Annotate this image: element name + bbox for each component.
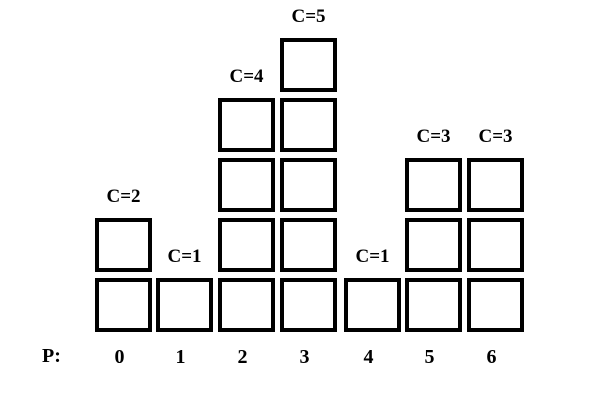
p-value-1: 1 [175, 346, 186, 368]
count-label-p1: C=1 [167, 246, 202, 267]
box-p0-level-2 [95, 218, 152, 272]
count-label-p5: C=3 [416, 126, 451, 147]
box-p2-level-3 [218, 158, 275, 212]
count-label-p6: C=3 [478, 126, 513, 147]
box-p5-level-2 [405, 218, 462, 272]
p-value-2: 2 [237, 346, 248, 368]
p-value-4: 4 [363, 346, 374, 368]
box-p5-level-1 [405, 278, 462, 332]
p-axis-label: P: [42, 345, 61, 367]
box-p5-level-3 [405, 158, 462, 212]
count-label-p2: C=4 [229, 66, 264, 87]
box-p3-level-5 [280, 38, 337, 92]
p-value-5: 5 [424, 346, 435, 368]
box-p3-level-3 [280, 158, 337, 212]
count-label-p4: C=1 [355, 246, 390, 267]
count-label-p0: C=2 [106, 186, 141, 207]
box-p3-level-4 [280, 98, 337, 152]
count-label-p3: C=5 [291, 6, 326, 27]
box-p6-level-3 [467, 158, 524, 212]
p-value-3: 3 [299, 346, 310, 368]
box-p6-level-2 [467, 218, 524, 272]
box-p4-level-1 [344, 278, 401, 332]
box-p2-level-1 [218, 278, 275, 332]
box-p3-level-1 [280, 278, 337, 332]
box-p3-level-2 [280, 218, 337, 272]
box-p2-level-4 [218, 98, 275, 152]
box-p6-level-1 [467, 278, 524, 332]
p-value-0: 0 [114, 346, 125, 368]
p-value-6: 6 [486, 346, 497, 368]
box-p1-level-1 [156, 278, 213, 332]
box-p0-level-1 [95, 278, 152, 332]
box-p2-level-2 [218, 218, 275, 272]
